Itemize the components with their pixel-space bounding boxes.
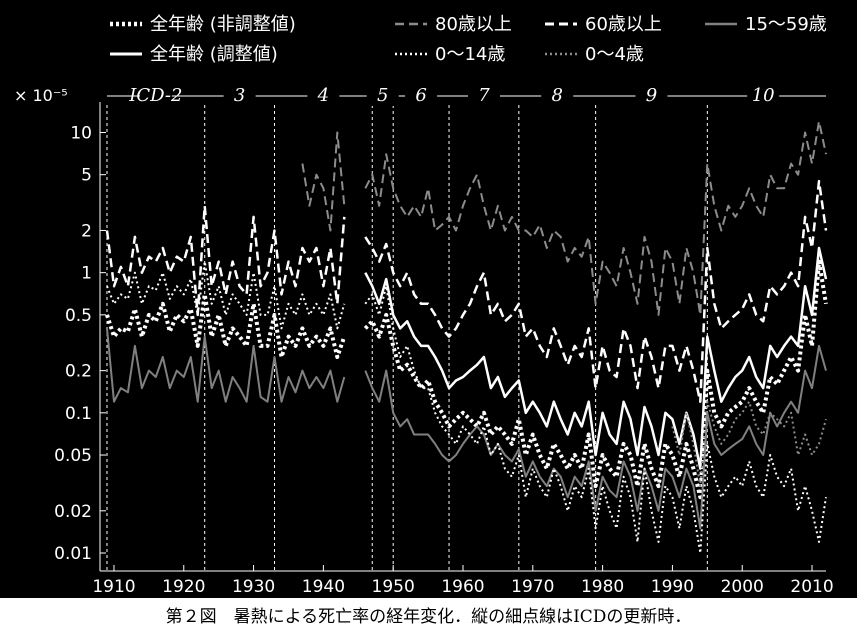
series-line — [364, 344, 827, 530]
series-line — [364, 285, 827, 554]
icd-label-background — [467, 84, 500, 106]
x-tick-label: 2000 — [721, 577, 764, 597]
chart-figure: 全年齢 (非調整値) 全年齢 (調整値) 80歳以上 60歳以上 15〜59歳 0〜14歳… — [0, 0, 857, 598]
icd-label-background — [541, 84, 574, 106]
icd-label: 9 — [646, 85, 657, 106]
y-tick-label: 0.01 — [54, 544, 92, 564]
figure-caption: 第２図 暑熱による死亡率の経年変化．縦の細点線はICDの更新時． — [165, 607, 692, 627]
x-tick-label: 1990 — [651, 577, 694, 597]
icd-label: 3 — [234, 85, 245, 106]
series-line — [364, 179, 828, 403]
y-unit-label: × 10⁻⁵ — [14, 86, 68, 105]
icd-label-background — [307, 84, 340, 106]
x-tick-label: 1930 — [232, 577, 275, 597]
icd-revision-markers: ICD-2 3 4 5 6 7 8 9 10 — [106, 84, 826, 571]
series-line — [106, 260, 346, 330]
icd-label-background — [635, 84, 668, 106]
icd-label-background — [405, 84, 438, 106]
chart-svg: 全年齢 (非調整値) 全年齢 (調整値) 80歳以上 60歳以上 15〜59歳 0〜14歳… — [14, 14, 834, 597]
y-tick-label: 0.05 — [54, 446, 92, 466]
x-tick-label: 1970 — [511, 577, 554, 597]
icd-label: 6 — [415, 85, 426, 106]
series-line — [105, 292, 347, 359]
icd-label: 4 — [317, 85, 329, 106]
y-tick-label: 0.2 — [65, 362, 92, 382]
y-tick-label: 0.5 — [65, 306, 92, 326]
series-line — [364, 120, 827, 316]
icd-label-background — [223, 84, 256, 106]
legend-label: 60歳以上 — [585, 14, 662, 35]
icd-label-background — [366, 84, 399, 106]
y-tick-label: 2 — [81, 221, 92, 241]
legend-label: 80歳以上 — [435, 14, 512, 35]
x-tick-label: 1940 — [302, 577, 345, 597]
x-tick-label: 1960 — [441, 577, 484, 597]
x-tick-label: 2010 — [790, 577, 833, 597]
icd-label-background — [139, 84, 172, 106]
series-line — [105, 204, 346, 317]
x-tick-label: 1910 — [92, 577, 135, 597]
chart-legend: 全年齢 (非調整値) 全年齢 (調整値) 80歳以上 60歳以上 15〜59歳 0〜14歳… — [110, 14, 827, 65]
legend-label: 全年齢 (非調整値) — [150, 14, 296, 35]
x-tick-label: 1950 — [372, 577, 415, 597]
y-tick-label: 0.02 — [54, 502, 92, 522]
series-line — [301, 131, 346, 232]
legend-label: 15〜59歳 — [745, 14, 827, 35]
y-tick-label: 1 — [81, 264, 92, 284]
series-line — [364, 246, 828, 470]
series-line — [671, 400, 827, 488]
icd-label: 5 — [377, 85, 388, 106]
legend-label: 全年齢 (調整値) — [150, 44, 278, 65]
chart-series — [105, 120, 828, 554]
icd-label: 7 — [478, 85, 490, 106]
legend-label: 0〜14歳 — [435, 44, 505, 65]
icd-label: 8 — [552, 85, 563, 106]
y-tick-label: 0.1 — [65, 404, 92, 424]
x-tick-label: 1980 — [581, 577, 624, 597]
series-line — [363, 259, 828, 500]
series-line — [106, 328, 346, 403]
icd-label: ICD-2 — [128, 85, 182, 106]
icd-label: 10 — [752, 85, 775, 106]
x-tick-label: 1920 — [162, 577, 205, 597]
y-tick-label: 10 — [70, 123, 92, 143]
y-tick-label: 5 — [81, 166, 92, 186]
icd-label-background — [747, 84, 780, 106]
chart-axes: 0.01 0.02 0.05 0.1 0.2 0.5 1 2 5 10 1910 1920 1930 19… — [54, 102, 834, 597]
legend-label: 0〜4歳 — [585, 44, 644, 65]
